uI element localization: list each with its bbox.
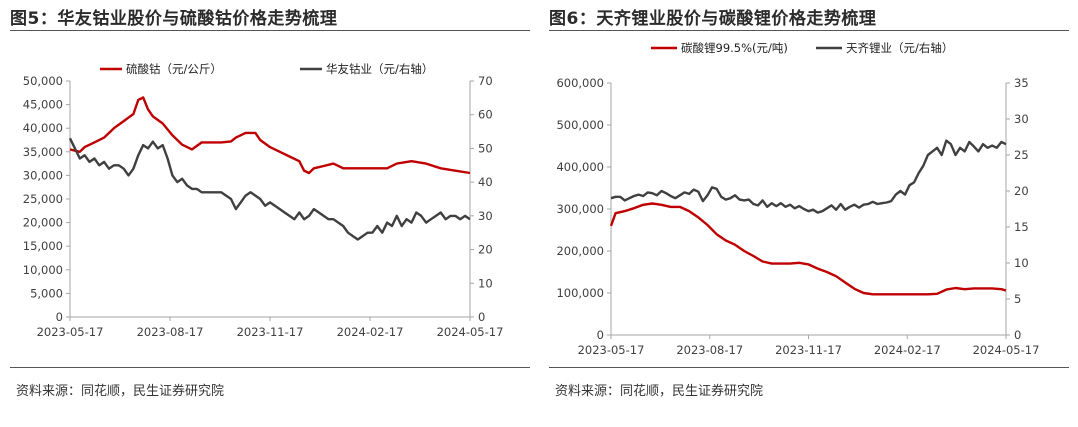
y-right-tick-label: 30 — [478, 209, 493, 223]
y-left-tick-label: 500,000 — [556, 118, 604, 132]
y-right-tick-label: 10 — [478, 276, 493, 290]
y-right-tick-label: 35 — [1014, 76, 1029, 90]
y-right-tick-label: 20 — [478, 243, 493, 257]
y-left-tick-label: 200,000 — [556, 244, 604, 258]
y-right-tick-label: 0 — [1014, 328, 1021, 342]
y-left-tick-label: 0 — [56, 310, 63, 324]
x-tick-label: 2024-02-17 — [337, 325, 404, 339]
y-right-tick-label: 10 — [1014, 256, 1029, 270]
y-right-tick-label: 5 — [1014, 292, 1021, 306]
x-tick-label: 2024-05-17 — [973, 343, 1040, 357]
chart-panel-right: 图6：天齐锂业股价与碳酸锂价格走势梳理 0 100,000 200,000 300,0… — [541, 0, 1069, 427]
x-tick-label: 2024-02-17 — [874, 343, 941, 357]
lithium-chart: 0 100,000 200,000 300,000 400,000 500,000 600,… — [556, 41, 1040, 357]
y-left-tick-label: 5,000 — [30, 286, 63, 300]
y-right-tick-label: 70 — [478, 74, 493, 88]
chart-title: 图6：天齐锂业股价与碳酸锂价格走势梳理 — [549, 9, 877, 29]
y-right-tick-label: 40 — [478, 175, 493, 189]
source-divider — [10, 367, 530, 368]
y-right-tick-label: 15 — [1014, 220, 1029, 234]
x-tick-label: 2023-08-17 — [137, 325, 204, 339]
y-left-tick-label: 600,000 — [556, 76, 604, 90]
x-tick-label: 2024-05-17 — [437, 325, 504, 339]
cobalt-chart: 0 5,000 10,000 15,000 20,000 25,000 30,000 35,0… — [23, 62, 504, 339]
chart-source: 资料来源：同花顺，民生证券研究院 — [555, 384, 764, 399]
legend-label: 天齐锂业（元/右轴） — [846, 41, 953, 55]
x-tick-label: 2023-05-17 — [37, 325, 104, 339]
y-left-tick-label: 25,000 — [23, 192, 63, 206]
y-left-tick-label: 50,000 — [23, 74, 63, 88]
y-left-tick-label: 100,000 — [556, 286, 604, 300]
series-line-price — [69, 96, 471, 175]
title-divider — [10, 30, 530, 31]
y-left-tick-label: 0 — [597, 328, 604, 342]
y-left-tick-label: 40,000 — [23, 121, 63, 135]
y-left-tick-label: 300,000 — [556, 202, 604, 216]
y-left-tick-label: 45,000 — [23, 98, 63, 112]
title-divider — [549, 30, 1069, 31]
y-left-tick-label: 15,000 — [23, 239, 63, 253]
y-right-tick-label: 60 — [478, 108, 493, 122]
source-divider — [549, 367, 1069, 368]
x-tick-label: 2023-11-17 — [775, 343, 842, 357]
y-left-tick-label: 20,000 — [23, 216, 63, 230]
y-left-tick-label: 400,000 — [556, 160, 604, 174]
chart-panel-left: 图5：华友钴业股价与硫酸钴价格走势梳理 0 5,000 10,000 15,000 20… — [2, 0, 530, 427]
y-right-tick-label: 50 — [478, 141, 493, 155]
y-right-tick-label: 30 — [1014, 112, 1029, 126]
chart-source: 资料来源：同花顺，民生证券研究院 — [16, 384, 225, 399]
series-line-price — [609, 202, 1007, 296]
series-line-stock — [68, 137, 471, 241]
x-tick-label: 2023-05-17 — [578, 343, 645, 357]
x-tick-label: 2023-08-17 — [676, 343, 743, 357]
series-line-stock — [610, 139, 1007, 214]
legend-label: 碳酸锂99.5%(元/吨) — [681, 41, 788, 55]
legend-label: 华友钴业（元/右轴） — [326, 62, 433, 76]
y-left-tick-label: 30,000 — [23, 168, 63, 182]
y-left-tick-label: 10,000 — [23, 263, 63, 277]
y-right-tick-label: 25 — [1014, 148, 1029, 162]
y-right-tick-label: 0 — [478, 310, 485, 324]
legend-label: 硫酸钴（元/公斤） — [126, 62, 222, 76]
x-tick-label: 2023-11-17 — [237, 325, 304, 339]
y-left-tick-label: 35,000 — [23, 145, 63, 159]
y-right-tick-label: 20 — [1014, 184, 1029, 198]
chart-title: 图5：华友钴业股价与硫酸钴价格走势梳理 — [10, 9, 338, 29]
